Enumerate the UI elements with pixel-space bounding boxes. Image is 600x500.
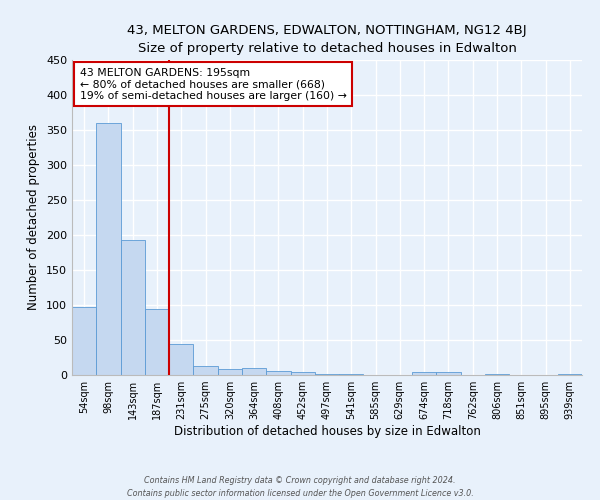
Bar [96, 123, 121, 375]
Bar [558, 374, 582, 375]
Bar [485, 374, 509, 375]
Bar [315, 374, 339, 375]
Bar [290, 372, 315, 375]
Bar [169, 344, 193, 375]
Bar [242, 368, 266, 375]
Bar [193, 366, 218, 375]
Bar [412, 372, 436, 375]
Y-axis label: Number of detached properties: Number of detached properties [28, 124, 40, 310]
Bar [436, 372, 461, 375]
Bar [72, 307, 96, 375]
Bar [145, 308, 169, 375]
Bar [266, 371, 290, 375]
Bar [121, 240, 145, 375]
Title: 43, MELTON GARDENS, EDWALTON, NOTTINGHAM, NG12 4BJ
Size of property relative to : 43, MELTON GARDENS, EDWALTON, NOTTINGHAM… [127, 24, 527, 54]
Bar [339, 374, 364, 375]
Text: Contains HM Land Registry data © Crown copyright and database right 2024.
Contai: Contains HM Land Registry data © Crown c… [127, 476, 473, 498]
Text: 43 MELTON GARDENS: 195sqm
← 80% of detached houses are smaller (668)
19% of semi: 43 MELTON GARDENS: 195sqm ← 80% of detac… [80, 68, 347, 101]
X-axis label: Distribution of detached houses by size in Edwalton: Distribution of detached houses by size … [173, 425, 481, 438]
Bar [218, 368, 242, 375]
